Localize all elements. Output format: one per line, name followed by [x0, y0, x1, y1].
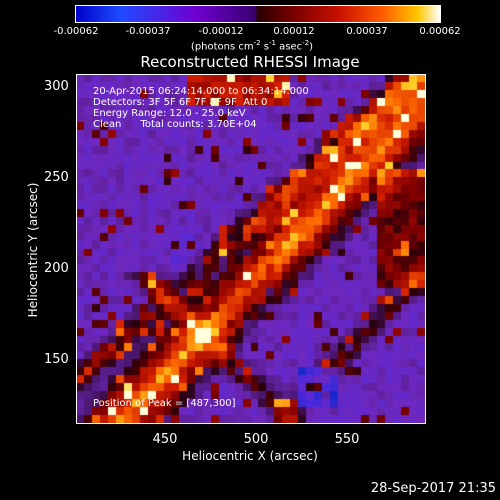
- y-tick-label: 150: [44, 352, 69, 367]
- x-tick-label: 450: [152, 432, 178, 447]
- colorbar-tick: -0.00012: [198, 26, 244, 37]
- x-axis-label: Heliocentric X (arcsec): [182, 449, 318, 463]
- colorbar-tick: 0.00037: [346, 26, 388, 37]
- colorbar: [75, 5, 441, 23]
- annotation-energy-range: Energy Range: 12.0 - 25.0 keV: [93, 108, 246, 119]
- x-tick-label: 500: [243, 432, 269, 447]
- image-title: Reconstructed RHESSI Image: [140, 53, 360, 71]
- colorbar-tick: -0.00062: [53, 26, 99, 37]
- annotation-time-range: 20-Apr-2015 06:24:14.000 to 06:34:14.000: [93, 86, 309, 97]
- rhessi-heatmap: [77, 75, 425, 423]
- colorbar-tick: 0.00012: [273, 26, 315, 37]
- image-frame: [76, 74, 426, 424]
- annotation-detectors: Detectors: 3F 5F 6F 7F 8F 9F Att 0: [93, 97, 268, 108]
- colorbar-tick: -0.00037: [125, 26, 171, 37]
- x-tick-label: 550: [334, 432, 360, 447]
- y-tick-label: 300: [44, 79, 69, 94]
- annotation-peak-position: Position of Peak = [487,300]: [93, 398, 236, 409]
- colorbar-units: (photons cm-2 s-1 asec-2): [190, 39, 314, 53]
- datestamp: 28-Sep-2017 21:35: [370, 481, 496, 496]
- colorbar-tick: 0.00062: [419, 26, 461, 37]
- annotation-total-counts: Clean Total counts: 3.70E+04: [93, 119, 257, 130]
- y-tick-label: 200: [44, 261, 69, 276]
- y-tick-label: 250: [44, 170, 69, 185]
- y-axis-label: Heliocentric Y (arcsec): [26, 182, 40, 318]
